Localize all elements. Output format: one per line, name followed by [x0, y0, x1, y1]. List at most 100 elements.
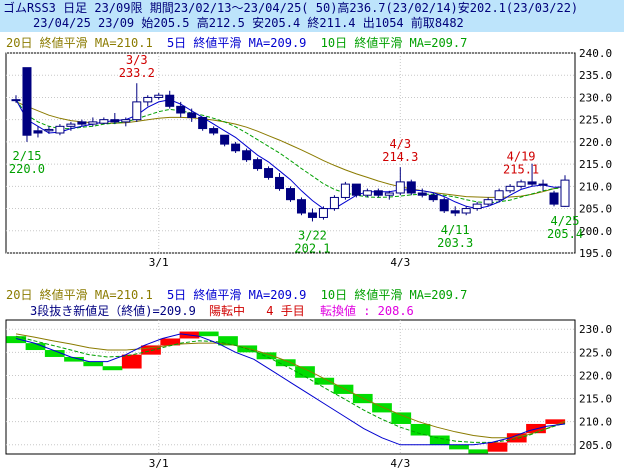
top-ytick-label: 215.0 [579, 158, 612, 171]
step-count: 4 手目 [266, 304, 304, 318]
candle-body [55, 125, 65, 134]
annotation-date: 4/19 [507, 150, 536, 164]
annotation-date: 3/22 [298, 228, 327, 242]
candle-body [296, 199, 306, 214]
candle-body [450, 210, 460, 214]
top-ytick-label: 235.0 [579, 69, 612, 82]
top-legend-ma5: 5日 終値平滑 MA=209.9 [167, 35, 306, 50]
candle-body [231, 143, 241, 152]
bottom-ma20-line [15, 333, 566, 439]
new-price-brick [487, 442, 508, 452]
top-frame [5, 52, 576, 254]
annotation-date: 2/15 [13, 149, 42, 163]
candle-body [33, 130, 43, 134]
candle-body [143, 96, 153, 103]
candle-body [461, 208, 471, 214]
candle-body [286, 188, 295, 201]
top-xtick-label: 3/1 [149, 256, 169, 269]
new-price-brick [314, 377, 335, 385]
candle-body [560, 179, 570, 207]
new-price-brick [198, 331, 219, 337]
bottom-ytick-label: 230.0 [579, 323, 612, 336]
new-price-brick [545, 419, 566, 424]
annotation-value: 233.2 [119, 66, 155, 80]
annotation-value: 205.4 [547, 227, 583, 241]
candle-body [22, 67, 32, 136]
candle-body [549, 192, 559, 205]
reversal-value: 転換値 : 208.6 [320, 303, 414, 318]
candle-body [340, 183, 350, 198]
top-chart-panel: 240.0 235.0 230.0 225.0 220.0 215.0 210.0 205.0… [5, 47, 612, 269]
new-price-brick [102, 366, 123, 371]
new-price-brick [83, 361, 104, 367]
new-price-brick [141, 345, 161, 355]
new-price-info: 3段抜き新値足（終値)=209.9 [30, 303, 196, 318]
candle-body [307, 212, 317, 218]
annotation-date: 4/3 [389, 137, 411, 151]
candle-body [110, 119, 120, 123]
candle-body [11, 99, 21, 102]
top-ytick-label: 210.0 [579, 180, 612, 193]
new-price-brick [333, 384, 354, 394]
candle-body [351, 183, 361, 196]
candle-body [384, 192, 394, 196]
new-price-brick [391, 412, 412, 424]
candle-body [44, 128, 54, 132]
candle-body [362, 190, 372, 196]
new-price-brick [429, 435, 450, 445]
candle-body [176, 105, 186, 114]
annotation-value: 203.3 [437, 236, 473, 250]
bottom-ytick-label: 205.0 [579, 439, 612, 452]
new-price-brick [6, 336, 27, 344]
candle-body [264, 168, 274, 178]
candle-body [220, 134, 230, 145]
new-price-brick [121, 354, 142, 369]
new-price-brick [25, 343, 46, 351]
top-ytick-label: 220.0 [579, 136, 612, 149]
top-legend: 20日 終値平滑 MA=210.1 5日 終値平滑 MA=209.9 10日 終… [6, 35, 467, 50]
candle-body [209, 128, 219, 134]
top-ytick-label: 225.0 [579, 114, 612, 127]
new-price-brick [44, 350, 65, 357]
candle-body [275, 176, 285, 190]
candle-body [494, 190, 504, 201]
top-legend-ma10: 10日 終値平滑 MA=209.7 [321, 35, 468, 50]
annotation-value: 214.3 [382, 150, 418, 164]
bottom-legend: 20日 終値平滑 MA=210.1 5日 終値平滑 MA=209.9 10日 終… [6, 287, 467, 302]
bottom-chart-panel: 230.0 225.0 220.0 215.0 210.0 205.0 3/1 4/3 [5, 319, 612, 470]
bottom-xtick-label: 3/1 [149, 457, 169, 470]
bottom-xtick-label: 4/3 [390, 457, 410, 470]
candle-body [483, 199, 493, 205]
bottom-frame [5, 319, 576, 455]
top-xtick-label: 4/3 [390, 256, 410, 269]
candle-body [154, 94, 164, 98]
new-price-brick [449, 444, 469, 450]
new-price-brick [160, 338, 181, 346]
candle-body [253, 159, 263, 170]
new-price-brick [506, 433, 527, 443]
trend-status: 陽転中 [209, 303, 245, 318]
annotation-value: 220.0 [9, 162, 45, 176]
bottom-ytick-label: 225.0 [579, 346, 612, 359]
annotation-value: 215.1 [503, 163, 539, 177]
candle-body [318, 208, 328, 218]
candle-body [77, 121, 87, 125]
top-legend-ma20: 20日 終値平滑 MA=210.1 [6, 35, 153, 50]
candle-body [395, 181, 405, 194]
candle-body [373, 190, 383, 196]
new-price-brick [295, 366, 315, 378]
top-ytick-label: 240.0 [579, 47, 612, 60]
top-ytick-label: 195.0 [579, 247, 612, 260]
new-price-brick [218, 336, 238, 346]
top-ytick-label: 230.0 [579, 91, 612, 104]
new-price-brick [64, 356, 84, 362]
candle-body [428, 194, 438, 201]
bottom-ma5-line [15, 333, 566, 446]
bottom-legend-ma10: 10日 終値平滑 MA=209.7 [321, 287, 468, 302]
header-line-1: ゴムRSS3 日足 23/09限 期間23/02/13～23/04/25( 50… [3, 1, 579, 15]
new-price-brick [275, 359, 296, 367]
candle-body [417, 192, 427, 196]
candle-body [505, 185, 515, 192]
bottom-ytick-label: 210.0 [579, 416, 612, 429]
